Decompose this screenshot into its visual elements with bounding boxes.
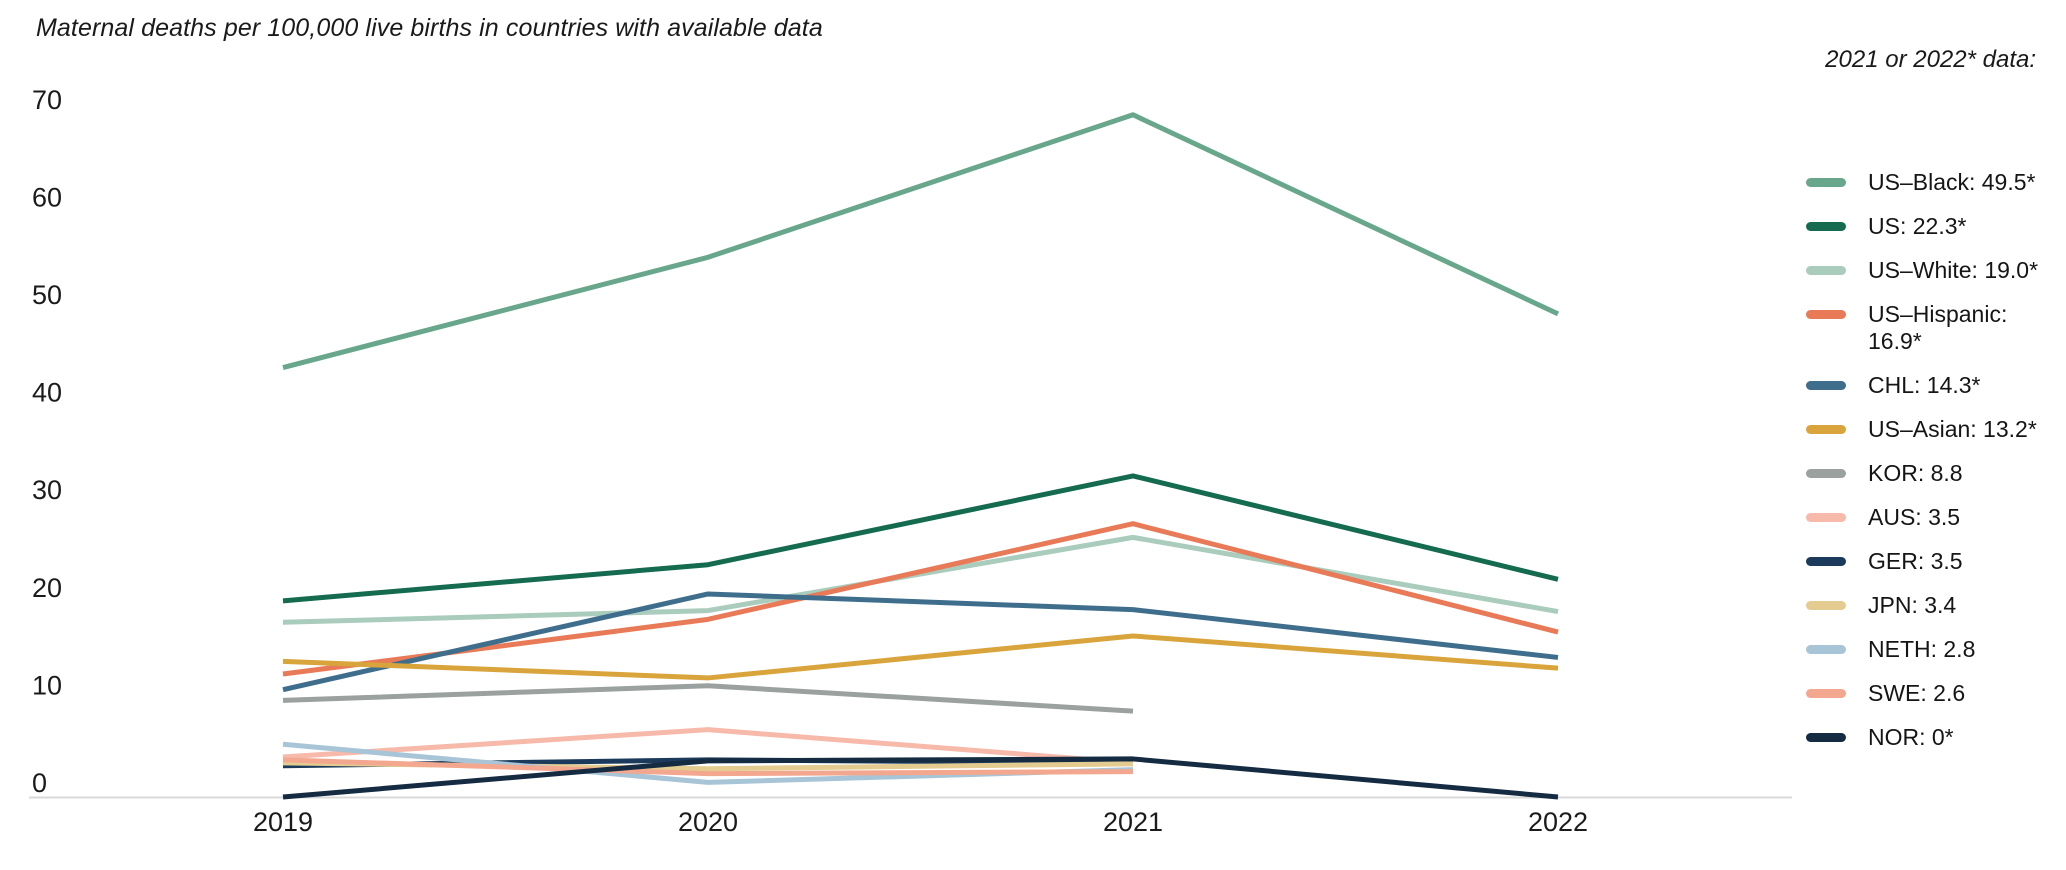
x-axis-tick-label: 2020 (678, 807, 738, 837)
legend-item-kor: KOR: 8.8 (1806, 460, 2046, 487)
legend-item-label: NOR: 0* (1868, 724, 1954, 750)
series-line-us-white (282, 534, 1559, 625)
legend-item-label: AUS: 3.5 (1868, 504, 1961, 530)
y-axis-tick-label: 20 (32, 573, 62, 603)
legend-item-aus: AUS: 3.5 (1806, 504, 2046, 531)
x-axis-tick-label: 2019 (253, 807, 313, 837)
legend-swatch-aus (1806, 513, 1846, 522)
legend-item-us-hispanic: US–Hispanic: 16.9* (1806, 301, 2046, 355)
legend-swatch-us-asian (1806, 425, 1846, 434)
legend-item-label: CHL: 14.3* (1868, 372, 1981, 398)
legend-item-label: US: 22.3* (1868, 213, 1967, 239)
series-line-kor (282, 683, 1134, 714)
series-line-us-hispanic (282, 521, 1559, 677)
legend-swatch-neth (1806, 645, 1846, 654)
series-line-nor (282, 756, 1559, 800)
legend-swatch-us-white (1806, 266, 1846, 275)
line-chart: 0 10 20 30 40 50 60 70 2019 2020 2021 2022 (29, 85, 1792, 837)
legend-item-label: JPN: 3.4 (1868, 592, 1957, 618)
legend-item-jpn: JPN: 3.4 (1806, 592, 2046, 619)
legend-item-label: US–Asian: 13.2* (1868, 416, 2037, 442)
y-axis-tick-label: 10 (32, 670, 62, 700)
y-axis-tick-label: 0 (32, 768, 47, 798)
legend-item-nor: NOR: 0* (1806, 724, 2046, 751)
legend-swatch-kor (1806, 469, 1846, 478)
legend-item-label: US–White: 19.0* (1868, 257, 2039, 283)
chart-title: Maternal deaths per 100,000 live births … (36, 14, 823, 42)
x-axis-tick-label: 2022 (1528, 807, 1588, 837)
y-axis-tick-label: 30 (32, 475, 62, 505)
series-line-us-asian (282, 633, 1559, 681)
legend-swatch-us-hispanic (1806, 310, 1846, 319)
legend-item-chl: CHL: 14.3* (1806, 372, 2046, 399)
series-line-chl (282, 591, 1559, 693)
legend-swatch-ger (1806, 557, 1846, 566)
legend-item-ger: GER: 3.5 (1806, 548, 2046, 575)
legend: US–Black: 49.5* US: 22.3* US–White: 19.0* U… (1806, 169, 2046, 751)
series-line-us (282, 473, 1559, 604)
legend-item-us-asian: US–Asian: 13.2* (1806, 416, 2046, 443)
y-axis-tick-label: 60 (32, 182, 62, 212)
y-axis-tick-label: 70 (32, 85, 62, 115)
legend-item-label: KOR: 8.8 (1868, 460, 1963, 486)
legend-swatch-nor (1806, 733, 1846, 742)
legend-item-us-black: US–Black: 49.5* (1806, 169, 2046, 196)
legend-swatch-swe (1806, 689, 1846, 698)
legend-item-swe: SWE: 2.6 (1806, 680, 2046, 707)
legend-swatch-jpn (1806, 601, 1846, 610)
y-axis-tick-label: 40 (32, 378, 62, 408)
series-line-swe (282, 757, 1134, 777)
legend-item-label: US–Black: 49.5* (1868, 169, 2036, 195)
y-axis-tick-label: 50 (32, 280, 62, 310)
legend-item-us-white: US–White: 19.0* (1806, 257, 2046, 284)
legend-header: 2021 or 2022* data: (1825, 46, 2036, 73)
series-line-us-black (282, 112, 1560, 370)
legend-item-label: NETH: 2.8 (1868, 636, 1976, 662)
legend-item-label: GER: 3.5 (1868, 548, 1963, 574)
legend-swatch-us-black (1806, 178, 1846, 187)
legend-item-us: US: 22.3* (1806, 213, 2046, 240)
x-axis-tick-label: 2021 (1103, 807, 1163, 837)
legend-swatch-chl (1806, 381, 1846, 390)
series-line-aus (282, 727, 1134, 766)
legend-item-label: US–Hispanic: 16.9* (1868, 301, 2008, 354)
legend-swatch-us (1806, 222, 1846, 231)
legend-item-label: SWE: 2.6 (1868, 680, 1966, 706)
legend-item-neth: NETH: 2.8 (1806, 636, 2046, 663)
